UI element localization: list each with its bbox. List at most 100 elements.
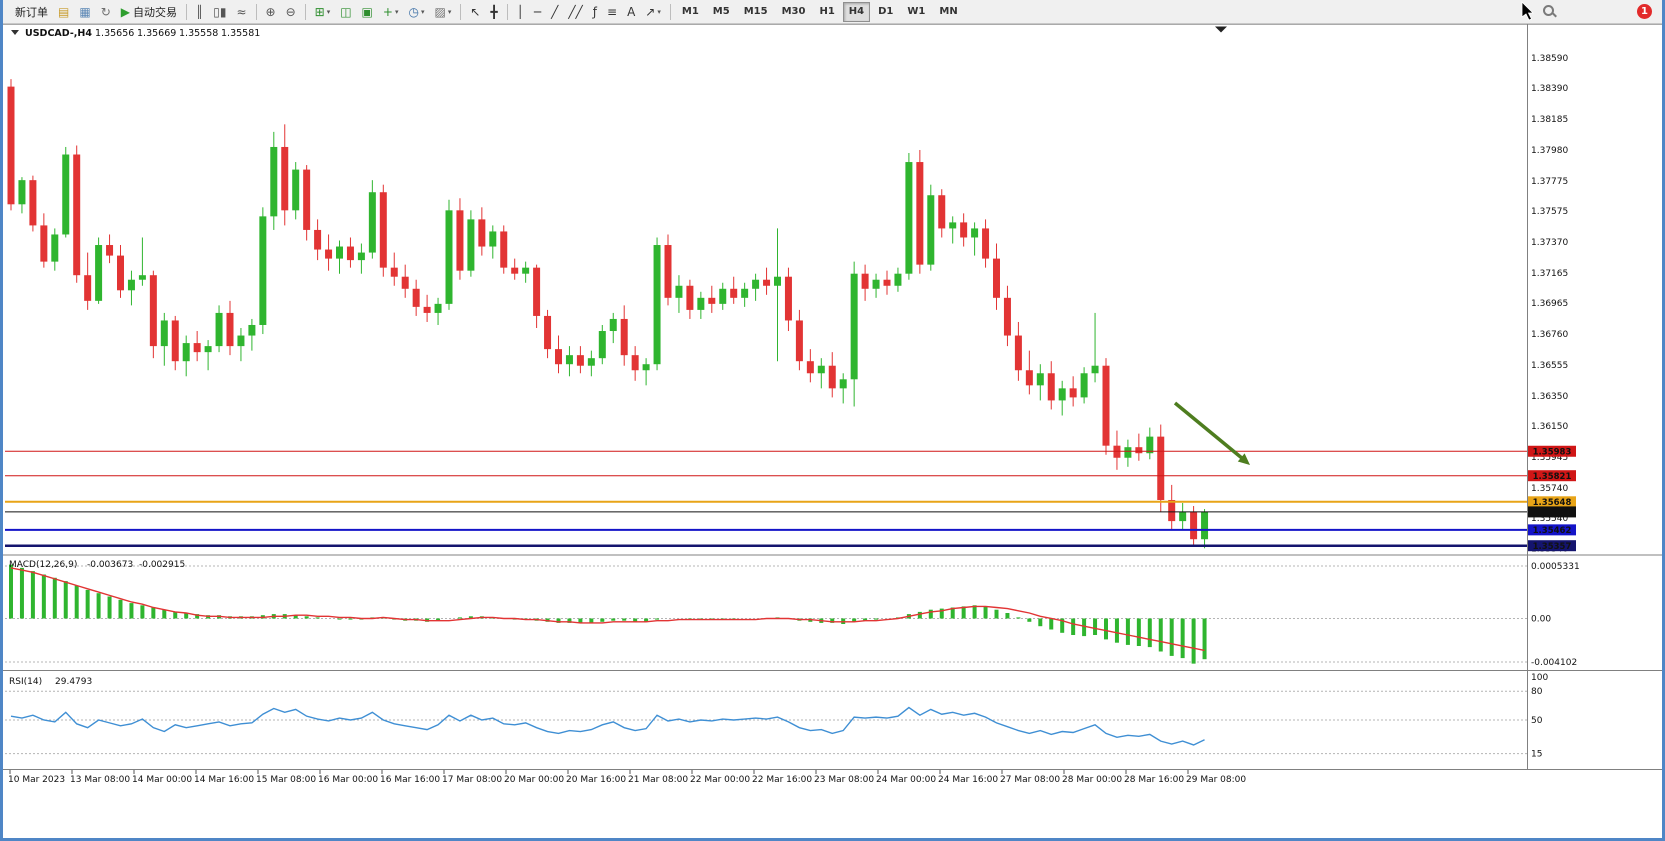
crosshair-icon: ╋	[490, 4, 498, 19]
andrews-pitchfork-icon: ≡	[607, 4, 618, 19]
dropdown-caret-icon: ▾	[447, 7, 452, 16]
zoom-in-icon: ⊕	[265, 4, 276, 19]
zoom-in-icon[interactable]: ⊕	[262, 2, 280, 22]
svg-text:1.35983: 1.35983	[1533, 447, 1572, 457]
zoom-out-icon[interactable]: ⊖	[282, 2, 300, 22]
order-ticket-icon[interactable]: ▤	[54, 2, 73, 22]
chart-shift-marker[interactable]	[1215, 26, 1227, 33]
svg-text:10 Mar 2023: 10 Mar 2023	[8, 775, 65, 785]
timeframe-m15-button[interactable]: M15	[738, 2, 774, 22]
cascade-windows-icon[interactable]: ▣	[358, 2, 377, 22]
svg-text:1.35540: 1.35540	[1531, 514, 1568, 524]
chart-symbol-title: USDCAD-,H4	[25, 28, 92, 39]
svg-text:28 Mar 00:00: 28 Mar 00:00	[1062, 775, 1122, 785]
candlestick-chart-icon[interactable]: ▯▮	[209, 2, 230, 22]
arrows-icon: ↗	[645, 4, 656, 19]
svg-text:22 Mar 00:00: 22 Mar 00:00	[690, 775, 750, 785]
toolbar: 新订单 ▤ ▦ ↻ ▶ 自动交易 ║ ▯▮ ≈ ⊕ ⊖ ⊞ ▾ ◫ ▣ + ▾ ◷ ▾ ▨ ▾ ↖ ╋ │ ─ ╱ ╱╱ ƒ ≡ A ↗ ▾ M…	[3, 0, 1662, 24]
chart-high-value: 1.35669	[137, 28, 176, 39]
price-line-badge	[1528, 470, 1576, 482]
new-chart-icon: ⊞	[314, 4, 325, 19]
price-line-badge	[1528, 540, 1576, 552]
svg-text:20 Mar 00:00: 20 Mar 00:00	[504, 775, 564, 785]
chart-dropdown-icon[interactable]	[11, 30, 19, 35]
horizontal-line-icon: ─	[533, 4, 542, 19]
svg-text:1.38590: 1.38590	[1531, 54, 1568, 64]
svg-text:27 Mar 08:00: 27 Mar 08:00	[1000, 775, 1060, 785]
rsi-label: RSI(14)	[9, 677, 42, 687]
svg-text:1.37980: 1.37980	[1531, 146, 1568, 156]
price-line-badge	[1528, 506, 1576, 518]
svg-text:1.35462: 1.35462	[1533, 526, 1572, 536]
arrows-icon[interactable]: ↗ ▾	[641, 2, 665, 22]
svg-text:17 Mar 08:00: 17 Mar 08:00	[442, 775, 502, 785]
svg-text:21 Mar 08:00: 21 Mar 08:00	[628, 775, 688, 785]
svg-text:1.35357: 1.35357	[1533, 542, 1572, 552]
timeframe-h4-button[interactable]: H4	[842, 1, 871, 22]
svg-text:1.35821: 1.35821	[1533, 472, 1572, 482]
refresh-icon[interactable]: ↻	[97, 2, 115, 22]
zoom-out-icon: ⊖	[285, 4, 296, 19]
timeframe-w1-button[interactable]: W1	[901, 2, 931, 22]
rsi-layer: 100 80 50 15	[5, 673, 1548, 760]
chart-window-icon: ▦	[79, 4, 91, 19]
dropdown-caret-icon: ▾	[657, 7, 661, 16]
trendline-icon[interactable]: ╱	[547, 2, 562, 22]
indicators-icon[interactable]: + ▾	[379, 2, 403, 22]
svg-text:1.35740: 1.35740	[1531, 484, 1568, 494]
new-chart-icon[interactable]: ⊞ ▾	[311, 2, 335, 22]
crosshair-icon[interactable]: ╋	[486, 2, 501, 22]
timeframe-m30-button[interactable]: M30	[776, 2, 812, 22]
svg-text:50: 50	[1531, 716, 1543, 726]
timeframe-mn-button[interactable]: MN	[933, 2, 963, 22]
rsi-value: 29.4793	[55, 677, 92, 687]
text-label-icon: A	[627, 4, 636, 19]
svg-text:23 Mar 08:00: 23 Mar 08:00	[814, 775, 874, 785]
fibonacci-icon[interactable]: ƒ	[589, 2, 601, 22]
svg-text:1.37165: 1.37165	[1531, 269, 1568, 279]
auto-trading-button[interactable]: ▶ 自动交易	[117, 2, 181, 22]
svg-text:24 Mar 16:00: 24 Mar 16:00	[938, 775, 998, 785]
svg-text:1.35581: 1.35581	[1533, 508, 1572, 518]
price-line-badge	[1528, 496, 1576, 508]
cursor-icon: ↖	[470, 4, 481, 19]
timeframe-d1-button[interactable]: D1	[872, 2, 899, 22]
auto-trading-button-label: 自动交易	[132, 5, 177, 19]
svg-text:15: 15	[1531, 750, 1542, 760]
chart-low-value: 1.35558	[179, 28, 218, 39]
timeframe-m1-button[interactable]: M1	[676, 2, 705, 22]
svg-text:13 Mar 08:00: 13 Mar 08:00	[70, 775, 130, 785]
svg-text:1.37575: 1.37575	[1531, 207, 1568, 217]
arrow-annotation-head	[1237, 453, 1250, 465]
vertical-line-icon[interactable]: │	[513, 2, 528, 22]
chart-canvas[interactable]: 1.38590 1.38390 1.38185 1.37980 1.37775 1.375…	[3, 24, 1662, 838]
toolbar-right: 1	[1542, 4, 1652, 19]
equidistant-channel-icon[interactable]: ╱╱	[564, 2, 586, 22]
fibonacci-icon: ƒ	[592, 4, 598, 19]
horizontal-line-icon[interactable]: ─	[530, 2, 545, 22]
svg-text:1.35945: 1.35945	[1531, 453, 1568, 463]
andrews-pitchfork-icon[interactable]: ≡	[603, 2, 621, 22]
cursor-icon[interactable]: ↖	[466, 2, 484, 22]
svg-text:1.36760: 1.36760	[1531, 330, 1568, 340]
refresh-icon: ↻	[100, 4, 111, 19]
timeframe-m5-button[interactable]: M5	[707, 2, 736, 22]
chart-background	[3, 24, 1662, 838]
svg-text:1.36555: 1.36555	[1531, 361, 1568, 371]
timeframe-h1-button[interactable]: H1	[813, 2, 840, 22]
periods-icon[interactable]: ◷ ▾	[404, 2, 428, 22]
new-order-button[interactable]: 新订单	[8, 2, 52, 22]
chart-window-icon[interactable]: ▦	[75, 2, 94, 22]
search-icon[interactable]	[1542, 4, 1557, 19]
svg-text:1.37370: 1.37370	[1531, 238, 1568, 248]
tile-windows-icon[interactable]: ◫	[336, 2, 355, 22]
notification-badge[interactable]: 1	[1637, 4, 1652, 19]
text-label-icon[interactable]: A	[623, 2, 639, 22]
svg-text:1.37775: 1.37775	[1531, 177, 1568, 187]
templates-icon[interactable]: ▨ ▾	[430, 2, 455, 22]
svg-text:29 Mar 08:00: 29 Mar 08:00	[1186, 775, 1246, 785]
bar-chart-icon[interactable]: ║	[192, 2, 207, 22]
indicators-icon: +	[382, 4, 393, 19]
line-chart-icon[interactable]: ≈	[232, 2, 250, 22]
svg-text:24 Mar 00:00: 24 Mar 00:00	[876, 775, 936, 785]
